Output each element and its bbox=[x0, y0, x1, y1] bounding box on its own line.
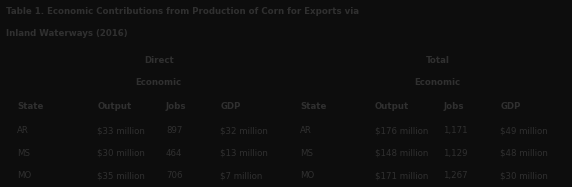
Text: Output: Output bbox=[97, 102, 132, 111]
Text: Economic: Economic bbox=[415, 78, 460, 87]
Text: $148 million: $148 million bbox=[375, 149, 428, 158]
Text: Output: Output bbox=[375, 102, 409, 111]
Text: $171 million: $171 million bbox=[375, 171, 428, 180]
Text: 897: 897 bbox=[166, 126, 182, 135]
Text: $30 million: $30 million bbox=[500, 171, 549, 180]
Text: Economic: Economic bbox=[136, 78, 182, 87]
Text: $33 million: $33 million bbox=[97, 126, 145, 135]
Text: $30 million: $30 million bbox=[97, 149, 145, 158]
Text: 1,129: 1,129 bbox=[443, 149, 468, 158]
Text: Total: Total bbox=[426, 56, 450, 65]
Text: 464: 464 bbox=[166, 149, 182, 158]
Text: $32 million: $32 million bbox=[220, 126, 268, 135]
Text: $13 million: $13 million bbox=[220, 149, 268, 158]
Text: Jobs: Jobs bbox=[166, 102, 186, 111]
Text: AR: AR bbox=[17, 126, 29, 135]
Text: MS: MS bbox=[17, 149, 30, 158]
Text: Jobs: Jobs bbox=[443, 102, 464, 111]
Text: MO: MO bbox=[300, 171, 315, 180]
Text: 706: 706 bbox=[166, 171, 182, 180]
Text: $49 million: $49 million bbox=[500, 126, 548, 135]
Text: $7 million: $7 million bbox=[220, 171, 263, 180]
Text: 1,171: 1,171 bbox=[443, 126, 468, 135]
Text: AR: AR bbox=[300, 126, 312, 135]
Text: Table 1. Economic Contributions from Production of Corn for Exports via: Table 1. Economic Contributions from Pro… bbox=[6, 7, 359, 16]
Text: MO: MO bbox=[17, 171, 31, 180]
Text: $48 million: $48 million bbox=[500, 149, 549, 158]
Text: MS: MS bbox=[300, 149, 313, 158]
Text: $35 million: $35 million bbox=[97, 171, 145, 180]
Text: GDP: GDP bbox=[220, 102, 241, 111]
Text: GDP: GDP bbox=[500, 102, 521, 111]
Text: Direct: Direct bbox=[144, 56, 174, 65]
Text: $176 million: $176 million bbox=[375, 126, 428, 135]
Text: Inland Waterways (2016): Inland Waterways (2016) bbox=[6, 29, 128, 38]
Text: 1,267: 1,267 bbox=[443, 171, 468, 180]
Text: State: State bbox=[300, 102, 327, 111]
Text: State: State bbox=[17, 102, 43, 111]
